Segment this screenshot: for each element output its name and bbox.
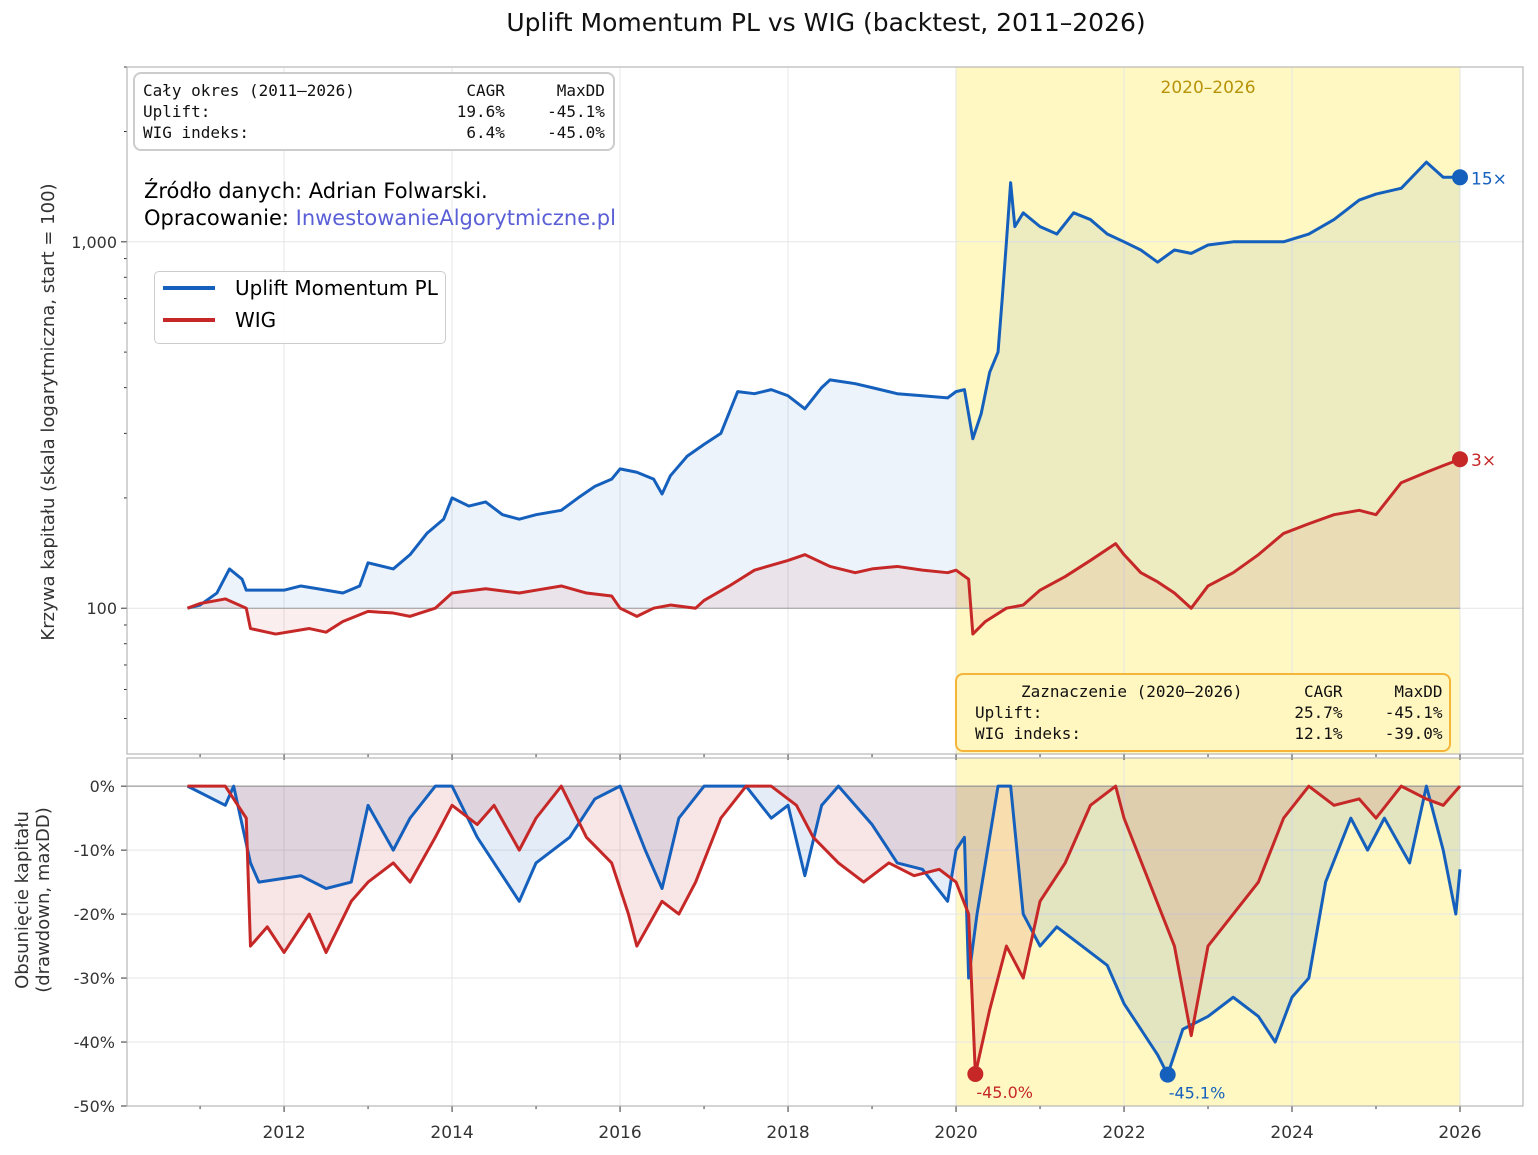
y-tick-label: -10% — [74, 841, 115, 860]
stats-value: -45.1% — [547, 102, 605, 121]
credit-prefix: Opracowanie: — [144, 206, 296, 230]
x-tick-label: 2024 — [1270, 1123, 1313, 1143]
area-fill-wig — [187, 459, 1461, 635]
y-tick-label: -50% — [74, 1097, 115, 1116]
x-tick-label: 2020 — [934, 1123, 977, 1143]
stats-header: Zaznaczenie (2020–2026) — [1021, 682, 1243, 701]
y-tick-label: 0% — [90, 777, 115, 796]
x-tick-label: 2026 — [1438, 1123, 1481, 1143]
stats-box-full-period: Cały okres (2011–2026) CAGR MaxDD Uplift: 1… — [133, 72, 615, 151]
x-tick-label: 2014 — [430, 1123, 473, 1143]
highlight-label: 2020–2026 — [1161, 78, 1256, 98]
y-tick-label: -40% — [74, 1033, 115, 1052]
max-drawdown-marker — [967, 1066, 984, 1083]
series-line-wig — [186, 457, 1461, 636]
top-y-axis-label: Krzywa kapitału (skala logarytmiczna, st… — [38, 183, 59, 641]
top-axes-frame — [126, 66, 1524, 755]
stats-value: 25.7% — [1294, 703, 1343, 722]
y-tick-label: -30% — [74, 969, 115, 988]
drawdown-line-uplift — [186, 784, 1462, 1077]
legend-label: WIG — [235, 308, 277, 332]
max-drawdown-label: -45.0% — [976, 1083, 1033, 1102]
x-tick-label: 2016 — [598, 1123, 641, 1143]
legend: Uplift Momentum PL WIG — [154, 271, 446, 344]
stats-value: -45.1% — [1384, 703, 1443, 722]
stats-value: 6.4% — [466, 123, 505, 142]
x-tick-label: 2018 — [766, 1123, 809, 1143]
stats-col-cagr: CAGR — [466, 81, 505, 100]
highlight-band-top — [956, 67, 1461, 754]
max-drawdown-label: -45.1% — [1169, 1084, 1226, 1103]
bottom-y-axis-label: Obsunięcie kapitału (drawdown, maxDD) — [12, 807, 54, 993]
end-label: 15× — [1471, 169, 1507, 189]
stats-col-cagr: CAGR — [1304, 682, 1343, 701]
stats-row-label: Uplift: — [975, 703, 1043, 722]
stats-value: 12.1% — [1294, 724, 1343, 743]
stats-col-maxdd: MaxDD — [1394, 682, 1443, 701]
drawdown-fill-wig — [187, 786, 1461, 1075]
stats-header: Cały okres (2011–2026) — [143, 81, 355, 100]
drawdown-line-wig — [187, 784, 1462, 1076]
legend-item-uplift: Uplift Momentum PL — [155, 272, 445, 304]
area-fill-uplift — [187, 162, 1461, 609]
chart-title: Uplift Momentum PL vs WIG (backtest, 201… — [506, 8, 1146, 37]
drawdown-fill-uplift — [187, 786, 1461, 1075]
legend-swatch — [163, 318, 215, 322]
stats-row-label: WIG indeks: — [975, 724, 1081, 743]
stats-value: -39.0% — [1384, 724, 1443, 743]
source-line: Źródło danych: Adrian Folwarski. — [144, 179, 488, 203]
y-tick-label: 100 — [86, 599, 117, 618]
end-label: 3× — [1471, 451, 1496, 471]
stats-value: 19.6% — [456, 102, 505, 121]
credit-link[interactable]: InwestowanieAlgorytmiczne.pl — [295, 206, 616, 230]
legend-swatch — [163, 286, 215, 290]
stats-row-label: WIG indeks: — [143, 123, 249, 142]
stats-col-maxdd: MaxDD — [556, 81, 605, 100]
y-tick-label: 1,000 — [71, 233, 117, 252]
stats-value: -45.0% — [547, 123, 605, 142]
bottom-axes-frame — [126, 757, 1524, 1107]
y-tick-label: -20% — [74, 905, 115, 924]
end-marker — [1452, 451, 1469, 468]
legend-item-wig: WIG — [155, 304, 445, 336]
legend-label: Uplift Momentum PL — [235, 276, 438, 300]
x-tick-label: 2022 — [1102, 1123, 1145, 1143]
max-drawdown-marker — [1159, 1066, 1176, 1083]
end-marker — [1452, 169, 1469, 186]
series-line-uplift — [187, 160, 1461, 610]
x-tick-label: 2012 — [262, 1123, 305, 1143]
source-note: Źródło danych: Adrian Folwarski. Opracow… — [144, 178, 616, 232]
stats-box-highlight: Zaznaczenie (2020–2026) CAGR MaxDD Uplift:… — [955, 673, 1451, 752]
stats-row-label: Uplift: — [143, 102, 211, 121]
